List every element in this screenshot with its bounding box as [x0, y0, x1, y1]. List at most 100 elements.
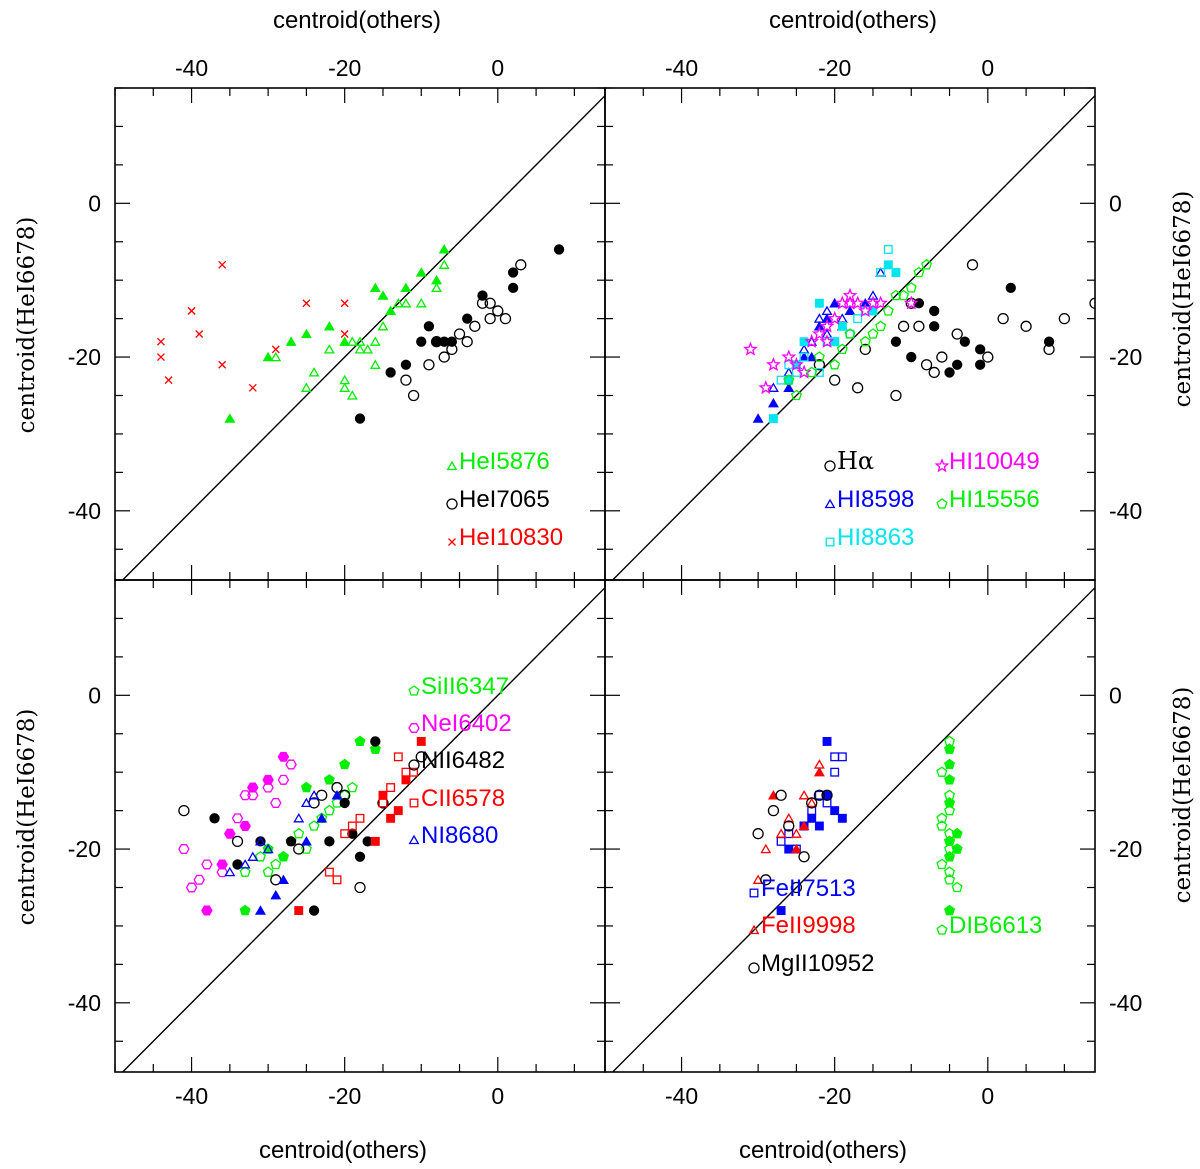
data-point: [867, 328, 879, 339]
data-point: [814, 298, 824, 308]
data-point: [944, 835, 956, 847]
data-point: [913, 320, 925, 332]
data-point: [300, 836, 312, 846]
data-point: [936, 766, 948, 777]
legend-bottom-right: FeII7513 FeII9998 MgII10952 DIB6613: [748, 875, 1042, 977]
data-point: [982, 351, 994, 363]
data-point: [767, 382, 779, 392]
data-point: [323, 344, 335, 354]
data-point: [798, 790, 810, 800]
legend-label: NI8680: [421, 822, 498, 849]
y-tick-label: -40: [1109, 990, 1142, 1016]
data-point: [836, 343, 848, 355]
y-tick-label: -20: [68, 836, 101, 862]
data-point: [806, 336, 818, 346]
data-point: [837, 321, 847, 331]
data-point: [813, 359, 826, 371]
data-point: [813, 351, 825, 362]
legend-marker: [409, 798, 419, 808]
legend-entry-hei5876: HeI5876: [446, 448, 550, 475]
data-point: [928, 366, 940, 379]
data-point: [905, 282, 917, 293]
data-point: [308, 820, 320, 831]
data-point: [453, 328, 466, 340]
data-point: [156, 337, 165, 346]
data-point: [354, 851, 366, 862]
data-point: [300, 781, 312, 793]
data-point: [921, 258, 933, 270]
data-point: [951, 827, 963, 839]
data-point: [195, 330, 204, 338]
data-point: [369, 743, 381, 754]
data-point: [369, 359, 381, 369]
data-point: [400, 282, 412, 293]
data-point: [270, 351, 282, 362]
legend-entry-cii6578: CII6578: [409, 785, 505, 812]
data-point: [239, 821, 251, 831]
y-axis-label-top-left: centroid(HeI6678): [14, 217, 40, 434]
data-point: [262, 351, 274, 362]
data-point: [239, 866, 251, 877]
data-point: [776, 906, 786, 916]
data-point: [944, 851, 956, 862]
data-point: [385, 367, 396, 378]
data-point: [783, 820, 795, 832]
x-tick-label: -40: [175, 1083, 208, 1109]
series-cii6578-filled: [294, 736, 426, 916]
data-point: [822, 736, 832, 746]
diagonal-reference-line: [612, 587, 1095, 1072]
y-tick-label: 0: [88, 682, 101, 708]
data-point: [355, 813, 365, 823]
data-point: [844, 328, 856, 339]
data-point: [423, 321, 435, 332]
data-point: [239, 790, 251, 801]
tick-labels-bottom-right: -40 -20 0 0 -20 -40: [665, 682, 1142, 1109]
data-point: [867, 290, 879, 300]
data-point: [830, 806, 840, 816]
data-point: [891, 268, 901, 277]
data-point: [438, 244, 450, 254]
data-point: [224, 413, 236, 423]
data-point: [829, 374, 841, 386]
data-point: [852, 382, 864, 394]
data-point: [936, 820, 948, 831]
data-point: [859, 343, 871, 356]
data-point: [401, 775, 411, 785]
data-point: [323, 804, 335, 816]
data-point: [790, 389, 802, 401]
data-point: [966, 259, 979, 271]
data-point: [752, 413, 764, 423]
data-point: [819, 333, 835, 348]
data-point: [438, 259, 450, 269]
legend-marker: [824, 498, 836, 509]
data-point: [799, 352, 809, 362]
data-point: [781, 349, 797, 364]
data-point: [302, 299, 311, 308]
data-point: [362, 836, 373, 847]
data-point: [270, 889, 282, 900]
data-point: [929, 321, 940, 332]
data-point: [378, 798, 388, 808]
data-point: [875, 267, 887, 277]
data-point: [178, 844, 190, 855]
data-point: [340, 829, 350, 839]
data-point: [944, 904, 956, 916]
data-point: [201, 859, 213, 870]
panel-bottom-right: -40 -20 0 0 -20 -40 FeII7513 FeII9998 MgII10952 D…: [604, 579, 1142, 1109]
data-point: [316, 812, 328, 823]
y-tick-label: -20: [1109, 836, 1142, 862]
data-point: [827, 310, 843, 325]
ticks-bottom-left: [114, 579, 605, 1072]
legend-entry-hi8598: HI8598: [824, 486, 914, 513]
series-hei5876: [270, 259, 450, 400]
data-point: [830, 767, 840, 777]
y-tick-label: -40: [68, 990, 101, 1016]
x-tick-label: -20: [818, 55, 851, 81]
legend-label: HeI5876: [459, 448, 550, 475]
data-point: [340, 330, 349, 338]
data-point: [218, 260, 227, 269]
data-point: [224, 828, 236, 839]
data-point: [370, 736, 381, 747]
data-point: [224, 866, 236, 877]
